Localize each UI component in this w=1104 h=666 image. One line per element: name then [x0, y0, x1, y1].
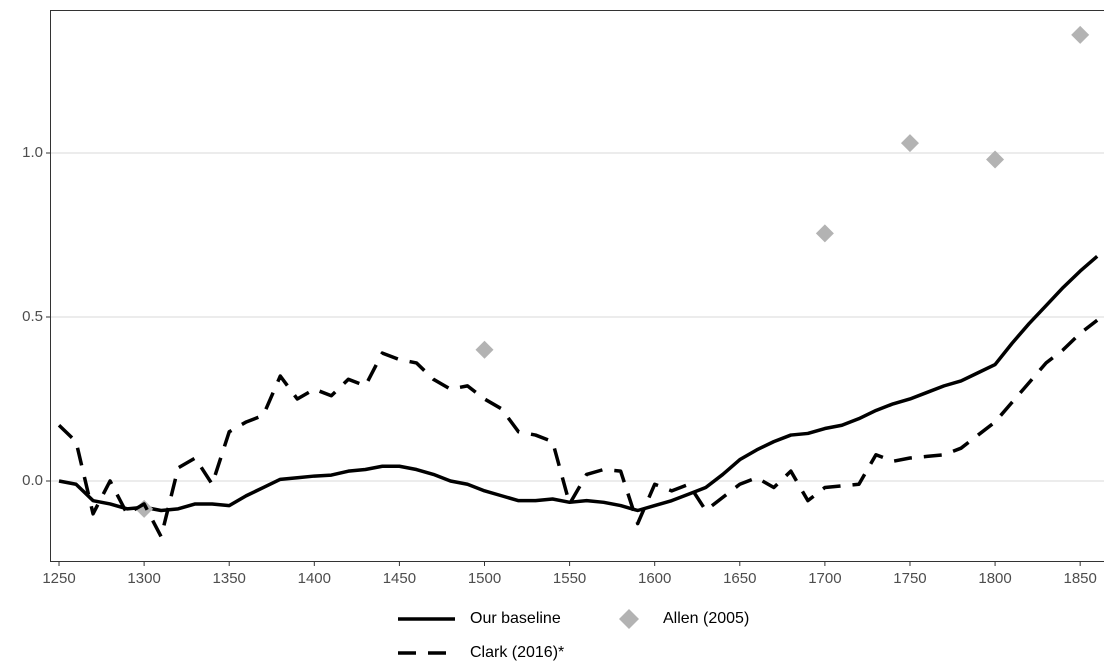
x-tick-label: 1800: [978, 570, 1011, 587]
x-tick-label: 1700: [808, 570, 841, 587]
x-tick-label: 1300: [127, 570, 160, 587]
legend-key: [619, 609, 639, 629]
y-tick-label: 0.5: [22, 308, 43, 325]
x-tick-label: 1850: [1063, 570, 1096, 587]
x-tick-label: 1250: [42, 570, 75, 587]
legend-label: Clark (2016)*: [470, 644, 564, 661]
x-tick-label: 1650: [723, 570, 756, 587]
y-tick-label: 0.0: [22, 472, 43, 489]
x-tick-label: 1550: [553, 570, 586, 587]
legend-label: Our baseline: [470, 610, 561, 627]
y-tick-label: 1.0: [22, 144, 43, 161]
x-tick-label: 1450: [383, 570, 416, 587]
x-tick-label: 1600: [638, 570, 671, 587]
data-point: [816, 224, 834, 242]
x-tick-label: 1750: [893, 570, 926, 587]
data-point: [1071, 26, 1089, 44]
data-point: [901, 134, 919, 152]
legend-label: Allen (2005): [663, 610, 749, 627]
x-tick-label: 1400: [298, 570, 331, 587]
x-tick-label: 1500: [468, 570, 501, 587]
data-point: [476, 341, 494, 359]
x-tick-label: 1350: [213, 570, 246, 587]
